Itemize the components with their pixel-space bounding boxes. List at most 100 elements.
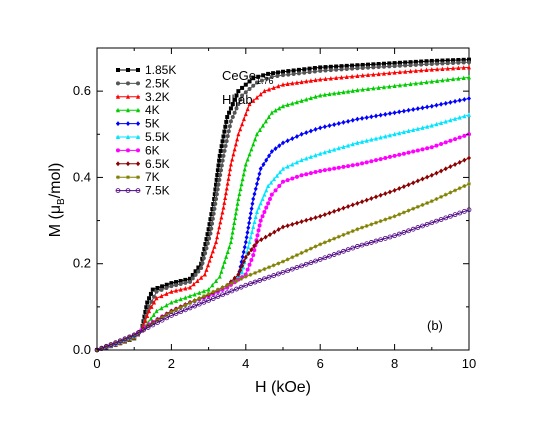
data-point bbox=[286, 178, 290, 182]
data-point bbox=[208, 232, 212, 236]
data-point bbox=[334, 68, 338, 72]
legend-marker bbox=[126, 175, 130, 179]
y-tick-label: 0.0 bbox=[73, 342, 91, 357]
y-axis-title: M (μB/mol) bbox=[47, 163, 67, 238]
data-point bbox=[397, 212, 401, 216]
data-point bbox=[430, 104, 434, 109]
x-tick-label: 0 bbox=[93, 356, 100, 371]
data-point bbox=[246, 225, 250, 230]
data-point bbox=[345, 67, 349, 71]
legend-marker bbox=[126, 161, 130, 166]
data-point bbox=[451, 61, 455, 65]
data-point bbox=[424, 62, 428, 66]
data-point bbox=[256, 176, 260, 181]
data-point bbox=[248, 216, 252, 221]
data-point bbox=[235, 106, 239, 110]
data-point bbox=[425, 105, 429, 110]
data-point bbox=[218, 220, 222, 225]
data-point bbox=[179, 282, 183, 286]
data-point bbox=[259, 201, 263, 206]
data-point bbox=[318, 65, 322, 69]
legend-label: 3.2K bbox=[145, 90, 170, 104]
data-point bbox=[267, 265, 271, 269]
data-point bbox=[221, 139, 225, 143]
data-point bbox=[183, 303, 187, 307]
data-point bbox=[249, 147, 253, 152]
data-point bbox=[264, 206, 268, 210]
data-point bbox=[309, 216, 313, 221]
legend-marker bbox=[116, 148, 120, 152]
data-point bbox=[221, 264, 225, 269]
data-point bbox=[434, 171, 438, 176]
data-point bbox=[337, 207, 341, 212]
data-point bbox=[268, 232, 272, 237]
legend-marker bbox=[136, 68, 140, 72]
data-point bbox=[257, 228, 261, 232]
data-point bbox=[388, 111, 392, 116]
data-point bbox=[211, 249, 215, 254]
data-point bbox=[227, 111, 231, 115]
data-point bbox=[254, 214, 258, 219]
data-point bbox=[377, 65, 381, 69]
data-point bbox=[239, 277, 243, 281]
data-point bbox=[262, 210, 266, 214]
data-point bbox=[281, 260, 285, 264]
data-point bbox=[160, 284, 164, 288]
data-point bbox=[346, 204, 350, 209]
legend-item: 1.85K bbox=[116, 63, 176, 77]
data-point bbox=[204, 267, 208, 272]
data-point bbox=[237, 192, 241, 197]
data-point bbox=[351, 118, 355, 123]
legend-label: 6.5K bbox=[145, 157, 170, 171]
data-point bbox=[228, 124, 232, 128]
data-point bbox=[244, 112, 248, 117]
data-point bbox=[292, 68, 296, 72]
data-point bbox=[407, 151, 411, 155]
data-point bbox=[314, 244, 318, 248]
data-point bbox=[371, 65, 375, 69]
data-point bbox=[221, 205, 225, 210]
data-point bbox=[251, 84, 255, 88]
data-point bbox=[251, 197, 255, 202]
data-point bbox=[196, 269, 200, 273]
data-point bbox=[462, 158, 466, 163]
data-point bbox=[313, 66, 317, 70]
data-point bbox=[453, 99, 457, 104]
data-point bbox=[361, 66, 365, 70]
legend-item: 6K bbox=[116, 143, 160, 157]
data-point bbox=[277, 227, 281, 232]
data-point bbox=[421, 203, 425, 207]
data-point bbox=[200, 261, 204, 265]
data-point bbox=[255, 181, 259, 186]
data-point bbox=[430, 145, 434, 149]
data-point bbox=[188, 280, 192, 284]
data-point bbox=[458, 98, 462, 103]
data-point bbox=[250, 230, 254, 235]
data-point bbox=[241, 254, 245, 259]
data-point bbox=[259, 219, 263, 223]
data-point bbox=[244, 83, 248, 87]
data-point bbox=[223, 259, 227, 264]
data-point bbox=[145, 301, 149, 305]
data-point bbox=[318, 125, 322, 130]
data-point bbox=[328, 211, 332, 216]
data-point bbox=[379, 157, 383, 161]
data-point bbox=[332, 122, 336, 127]
data-point bbox=[276, 261, 280, 265]
data-point bbox=[222, 130, 226, 134]
data-point bbox=[297, 71, 301, 75]
legend-marker bbox=[126, 81, 130, 85]
data-point bbox=[290, 177, 294, 181]
data-point bbox=[253, 271, 257, 275]
data-point bbox=[393, 188, 397, 193]
data-point bbox=[318, 242, 322, 246]
data-point bbox=[318, 69, 322, 73]
data-point bbox=[207, 236, 211, 240]
data-point bbox=[272, 230, 276, 235]
data-point bbox=[217, 183, 221, 187]
data-point bbox=[328, 123, 332, 128]
data-point bbox=[223, 196, 227, 201]
data-point bbox=[242, 117, 246, 122]
data-point bbox=[458, 160, 462, 165]
data-point bbox=[197, 296, 201, 300]
